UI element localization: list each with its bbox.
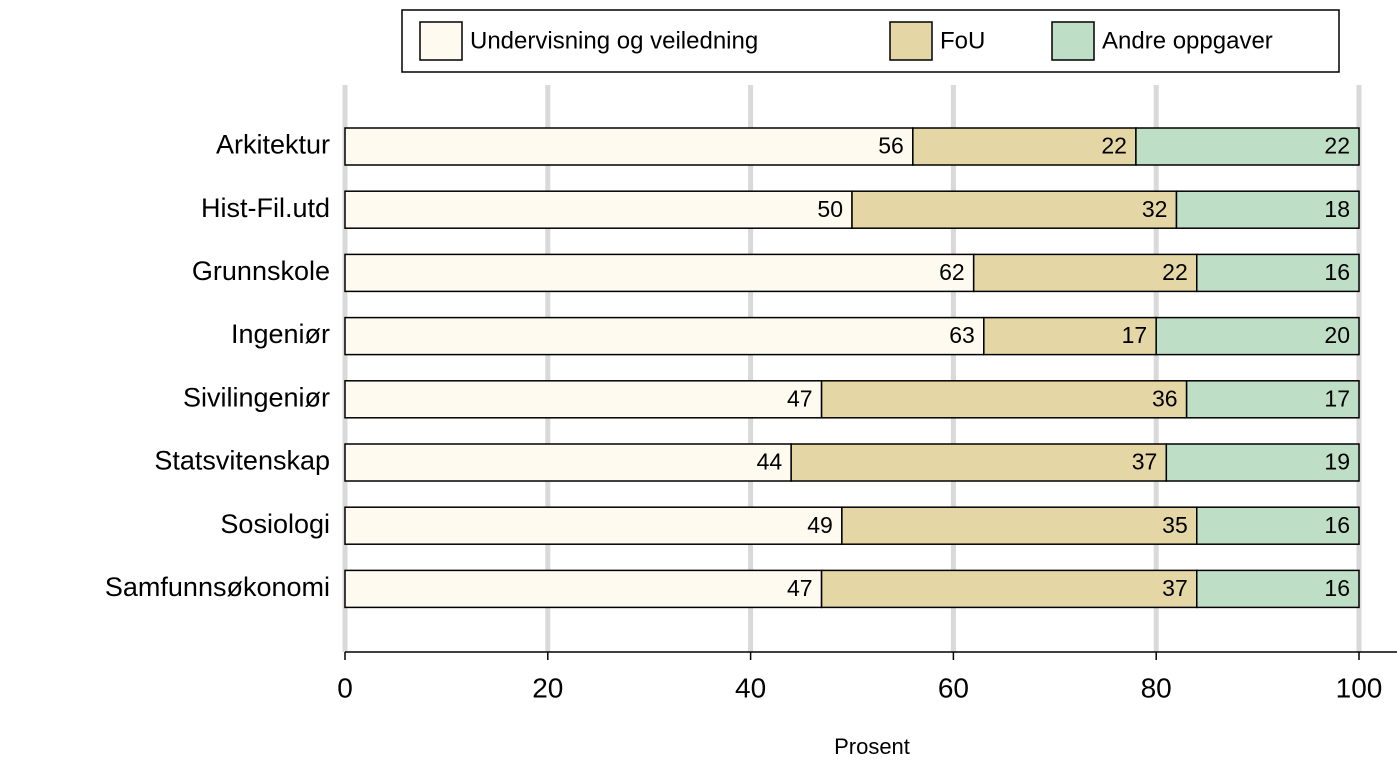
data-label: 47 bbox=[787, 575, 813, 601]
bar-segment bbox=[1155, 316, 1360, 356]
bar-segment bbox=[344, 443, 792, 482]
data-label: 36 bbox=[1152, 385, 1178, 411]
legend-box bbox=[401, 9, 1340, 73]
y-tick-label: Sosiologi bbox=[220, 509, 330, 539]
bar-segment bbox=[1175, 190, 1360, 229]
bar-segment bbox=[344, 506, 843, 545]
legend-label: Andre oppgaver bbox=[1102, 27, 1273, 54]
bar-segment bbox=[344, 316, 985, 356]
bar-segment bbox=[1196, 506, 1360, 545]
bar-segment bbox=[344, 127, 914, 166]
x-tick-label: 20 bbox=[532, 672, 563, 703]
data-label: 49 bbox=[807, 512, 833, 538]
data-label: 22 bbox=[1324, 133, 1350, 159]
y-tick-label: Ingeniør bbox=[231, 319, 330, 349]
bar-segment bbox=[1165, 443, 1360, 482]
data-label: 44 bbox=[757, 449, 783, 475]
x-tick-label: 40 bbox=[735, 672, 766, 703]
data-label: 19 bbox=[1324, 449, 1350, 475]
data-label: 50 bbox=[817, 196, 843, 222]
x-tick-label: 60 bbox=[938, 672, 969, 703]
x-tick-label: 80 bbox=[1141, 672, 1172, 703]
data-label: 16 bbox=[1324, 512, 1350, 538]
y-tick-label: Sivilingeniør bbox=[183, 382, 330, 412]
data-label: 47 bbox=[787, 385, 813, 411]
data-label: 35 bbox=[1162, 512, 1188, 538]
data-label: 22 bbox=[1101, 133, 1127, 159]
bar-segment bbox=[344, 253, 975, 293]
data-label: 63 bbox=[949, 322, 975, 348]
bar-segment bbox=[344, 190, 853, 229]
bar-segment bbox=[1185, 380, 1360, 419]
x-tick-label: 100 bbox=[1336, 672, 1383, 703]
data-label: 37 bbox=[1162, 575, 1188, 601]
legend-label: Undervisning og veiledning bbox=[470, 27, 758, 54]
bar-segment bbox=[344, 380, 823, 419]
y-tick-label: Grunnskole bbox=[192, 256, 330, 286]
bar-segment bbox=[1196, 253, 1360, 293]
data-label: 16 bbox=[1324, 575, 1350, 601]
legend-swatch bbox=[889, 21, 933, 61]
data-label: 56 bbox=[878, 133, 904, 159]
bar-segment bbox=[1135, 127, 1360, 166]
bar-segment bbox=[790, 443, 1168, 482]
legend-swatch bbox=[419, 21, 463, 61]
data-label: 20 bbox=[1324, 322, 1350, 348]
data-label: 32 bbox=[1142, 196, 1168, 222]
y-tick-label: Samfunnsøkonomi bbox=[105, 572, 330, 602]
bar-segment bbox=[820, 569, 1198, 609]
data-label: 37 bbox=[1132, 449, 1158, 475]
bar-segment bbox=[820, 380, 1188, 419]
y-tick-label: Hist-Fil.utd bbox=[201, 193, 330, 223]
bar-segment bbox=[1196, 569, 1360, 609]
bar-segment bbox=[983, 316, 1157, 356]
data-label: 18 bbox=[1324, 196, 1350, 222]
x-axis-label: Prosent bbox=[834, 734, 910, 759]
x-tick-label: 0 bbox=[337, 672, 353, 703]
bar-segment bbox=[841, 506, 1198, 545]
bar-segment bbox=[344, 569, 823, 609]
data-label: 16 bbox=[1324, 259, 1350, 285]
data-label: 22 bbox=[1162, 259, 1188, 285]
data-label: 17 bbox=[1324, 385, 1350, 411]
y-tick-label: Arkitektur bbox=[216, 130, 330, 160]
legend-swatch bbox=[1051, 21, 1095, 61]
data-label: 62 bbox=[939, 259, 965, 285]
data-label: 17 bbox=[1122, 322, 1148, 348]
y-tick-label: Statsvitenskap bbox=[154, 446, 330, 476]
legend-label: FoU bbox=[940, 27, 985, 54]
bar-segment bbox=[851, 190, 1178, 229]
bar-segment bbox=[972, 253, 1198, 293]
